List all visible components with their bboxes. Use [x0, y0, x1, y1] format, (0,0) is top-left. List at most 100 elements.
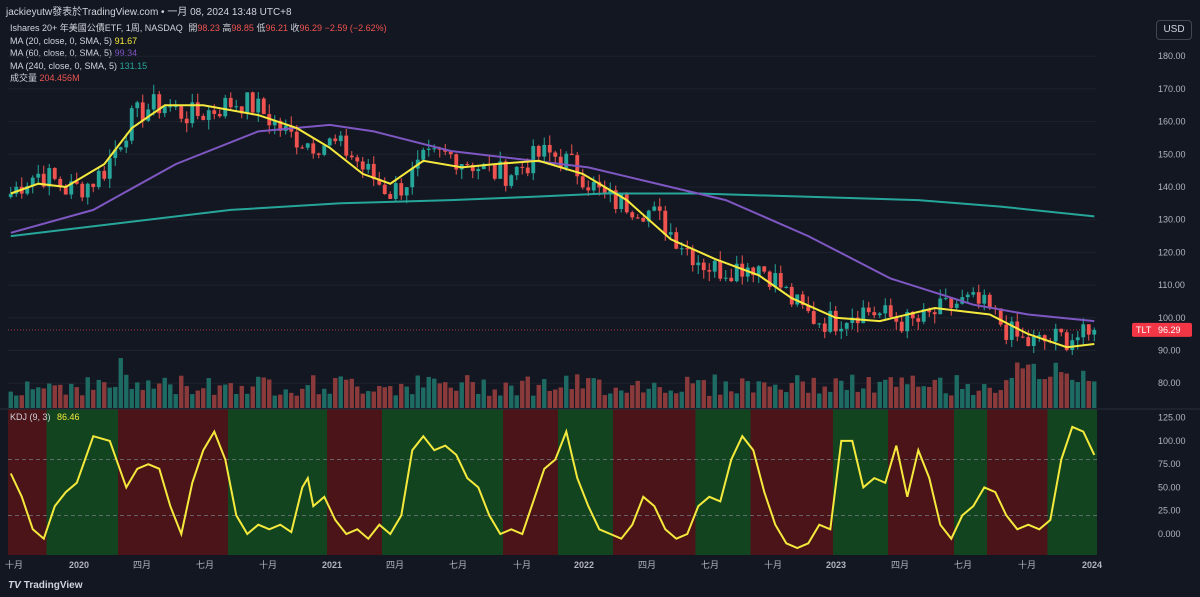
volume-bar [833, 378, 838, 408]
candle-body [404, 187, 409, 196]
candle-body [157, 94, 162, 114]
candle-body [833, 310, 838, 332]
ma60-label: MA (60, close, 0, SMA, 5) [10, 48, 113, 58]
volume-bar [294, 395, 299, 408]
candle-body [641, 217, 646, 222]
candle-body [586, 187, 591, 191]
volume-bar [118, 358, 123, 408]
volume-bar [272, 395, 277, 408]
volume-bar [80, 395, 85, 408]
candle-body [877, 313, 882, 316]
candle-body [421, 149, 426, 160]
volume-bar [905, 384, 910, 408]
volume-bar [954, 375, 959, 408]
volume-bar [344, 379, 349, 408]
volume-bar [707, 395, 712, 408]
ma60-legend-row[interactable]: MA (60, close, 0, SMA, 5) 99.34 [10, 47, 387, 60]
volume-bar [657, 387, 662, 408]
candle-body [613, 190, 618, 210]
volume-bar [883, 379, 888, 408]
volume-bar [355, 386, 360, 408]
volume-bar [14, 395, 19, 408]
candle-body [476, 169, 481, 172]
volume-bar [943, 393, 948, 408]
volume-bar [432, 378, 437, 408]
time-tick-label: 七月 [449, 560, 467, 570]
volume-bar [498, 395, 503, 408]
candle-body [949, 298, 954, 308]
kdj-zone [695, 409, 751, 555]
volume-bar [602, 395, 607, 408]
candle-body [344, 135, 349, 156]
kdj-legend[interactable]: KDJ (9, 3) 86.46 [10, 412, 80, 422]
volume-bar [256, 376, 261, 408]
candle-body [239, 106, 244, 114]
candle-body [371, 163, 376, 180]
kdj-tick-label: 125.00 [1158, 413, 1186, 423]
time-tick-label: 十月 [259, 559, 277, 570]
volume-bar [866, 377, 871, 408]
time-tick-label: 四月 [133, 560, 151, 570]
volume-bar [52, 385, 57, 408]
volume-bar [206, 378, 211, 408]
candle-body [162, 106, 167, 114]
candle-body [333, 138, 338, 142]
volume-bar [19, 395, 24, 408]
volume-bar [245, 393, 250, 408]
ma240-legend-row[interactable]: MA (240, close, 0, SMA, 5) 131.15 [10, 60, 387, 73]
volume-bar [157, 383, 162, 408]
volume-legend-row[interactable]: 成交量 204.456M [10, 72, 387, 85]
candle-body [426, 148, 431, 150]
tradingview-logo[interactable]: TV TradingView [8, 580, 83, 591]
candle-body [861, 307, 866, 324]
volume-bar [234, 393, 239, 408]
volume-bar [410, 394, 415, 408]
volume-bar [305, 385, 310, 408]
volume-bar [201, 388, 206, 408]
volume-bar [322, 388, 327, 408]
volume-bar [635, 380, 640, 408]
volume-bar [569, 389, 574, 408]
candle-body [850, 317, 855, 323]
kdj-zone [888, 409, 954, 555]
candle-body [481, 164, 486, 170]
price-tag-value: 96.29 [1158, 325, 1181, 335]
volume-bar [938, 377, 943, 408]
volume-bar [525, 376, 530, 408]
volume-bar [168, 384, 173, 408]
price-tick-label: 110.00 [1158, 280, 1185, 290]
candle-body [190, 102, 195, 124]
candle-body [272, 120, 277, 126]
volume-bar [63, 394, 68, 408]
volume-bar [1020, 368, 1025, 408]
currency-button[interactable]: USD [1156, 20, 1192, 40]
volume-bar [751, 392, 756, 408]
symbol-legend-row[interactable]: Ishares 20+ 年美國公債ETF, 1周, NASDAQ 開98.23 … [10, 22, 387, 35]
candle-body [322, 145, 327, 155]
volume-bar [965, 384, 970, 408]
volume-bar [921, 386, 926, 408]
time-tick-label: 十月 [764, 559, 782, 570]
volume-bar [333, 378, 338, 408]
candle-body [822, 323, 827, 332]
low-value: 96.21 [265, 23, 288, 33]
candle-body [767, 271, 772, 287]
volume-bar [96, 379, 101, 408]
kdj-tick-label: 0.000 [1158, 529, 1181, 539]
volume-bar [223, 384, 228, 408]
candle-body [454, 154, 459, 170]
volume-bar [1031, 363, 1036, 408]
ma20-legend-row[interactable]: MA (20, close, 0, SMA, 5) 91.67 [10, 35, 387, 48]
volume-bar [976, 390, 981, 408]
time-tick-label: 十月 [1018, 559, 1036, 570]
candle-body [327, 138, 332, 146]
time-tick-label: 十月 [513, 559, 531, 570]
candle-body [569, 153, 574, 156]
volume-bar [421, 387, 426, 408]
candle-body [1031, 336, 1036, 347]
price-tick-label: 170.00 [1158, 84, 1186, 94]
volume-bar [1015, 362, 1020, 408]
price-tick-label: 140.00 [1158, 182, 1186, 192]
volume-bar [415, 375, 420, 408]
